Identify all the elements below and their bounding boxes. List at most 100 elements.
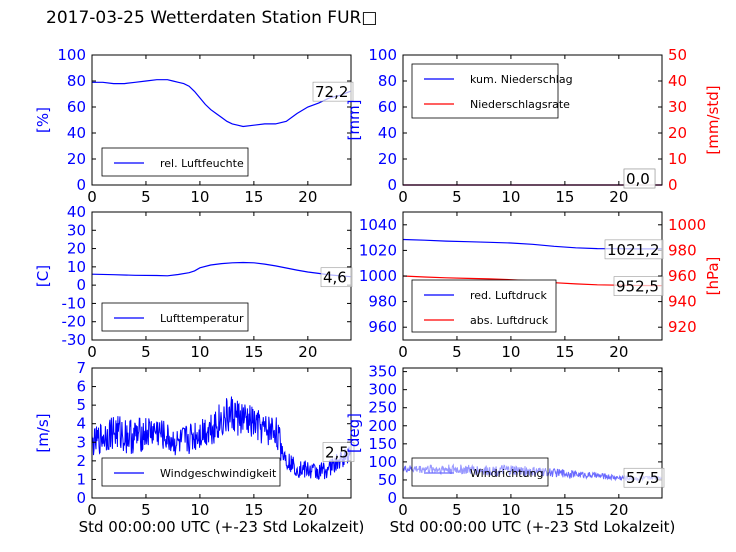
y-tick-label: 100 (368, 453, 397, 471)
x-tick-label: 20 (298, 343, 317, 361)
x-tick-label: 5 (141, 501, 151, 519)
legend-label: abs. Luftdruck (470, 314, 549, 327)
plot-frame (402, 54, 663, 186)
series-line-wind_dir-0 (402, 463, 663, 483)
y-tick-label: 100 (368, 46, 397, 64)
series-line-humidity-0 (92, 79, 352, 128)
x-tick-label: 10 (190, 343, 209, 361)
value-annotation-box (623, 467, 665, 488)
y-tick-label: 300 (368, 381, 397, 399)
y-tick-label: 250 (368, 399, 397, 417)
y-tick-label: 4 (76, 415, 86, 433)
legend-pressure: red. Luftdruck abs. Luftdruck (411, 279, 557, 333)
y-tick-label: 5 (76, 396, 86, 414)
x-tick-label: 15 (244, 188, 263, 206)
y-tick-label: 40 (378, 124, 397, 142)
plot-frame (402, 367, 663, 499)
x-tick-label: 20 (298, 501, 317, 519)
value-annotation: 4,6 (323, 269, 347, 287)
value-annotation-box (604, 239, 664, 260)
legend-box (411, 279, 557, 333)
y-tick-label: 20 (67, 150, 86, 168)
x-tick-label: 0 (87, 501, 97, 519)
legend-box (101, 147, 249, 177)
y-axis-label: [%] (34, 107, 52, 133)
legend-label: Lufttemperatur (160, 312, 244, 325)
y2-tick-label: 20 (668, 124, 687, 142)
y-tick-label: 40 (67, 203, 86, 221)
y-tick-label: 60 (378, 98, 397, 116)
y2-axis-label: [mm/std] (704, 85, 722, 154)
y-tick-label: 0 (76, 489, 86, 507)
value-annotation-box (623, 168, 656, 189)
y2-tick-label: 940 (668, 293, 697, 311)
y-tick-label: 30 (67, 221, 86, 239)
x-tick-label: 0 (398, 188, 408, 206)
value-annotation: 0,0 (626, 170, 650, 188)
y-tick-label: -30 (62, 331, 87, 349)
legend-label: kum. Niederschlag (470, 73, 573, 86)
legend-wind_speed: Windgeschwindigkeit (101, 457, 281, 487)
y-tick-label: 10 (67, 258, 86, 276)
y-axis-label: [mm] (345, 100, 363, 141)
x-tick-label: 10 (501, 343, 520, 361)
y2-tick-label: 960 (668, 267, 697, 285)
panel-pressure: 0 5 10 15 20 960 980 1000 1020 1040 920 940 960 980 10… (359, 211, 722, 361)
x-tick-label: 5 (141, 188, 151, 206)
x-tick-label: 5 (452, 343, 462, 361)
y-axis-label: [deg] (345, 413, 363, 453)
legend-label: Windgeschwindigkeit (160, 467, 277, 480)
y2-tick-label: 0 (668, 176, 678, 194)
y-axis-label: [m/s] (34, 413, 52, 452)
x-tick-label: 0 (87, 343, 97, 361)
x-tick-label: 20 (609, 188, 628, 206)
legend-label: Niederschlagsrate (470, 98, 570, 111)
x-tick-label: 10 (501, 188, 520, 206)
y-tick-label: 20 (378, 150, 397, 168)
y-tick-label: 1020 (359, 241, 397, 259)
x-axis-label: Std 00:00:00 UTC (+-23 Std Lokalzeit) (79, 518, 365, 536)
value-annotation-box (320, 267, 353, 288)
y-tick-label: 60 (67, 98, 86, 116)
value-annotation: 72,2 (315, 83, 348, 101)
legend-box (411, 457, 549, 487)
y-tick-label: 0 (387, 489, 397, 507)
y2-tick-label: 50 (668, 46, 687, 64)
y2-tick-label: 10 (668, 150, 687, 168)
y-tick-label: 2 (76, 452, 86, 470)
y2-tick-label: 920 (668, 318, 697, 336)
x-tick-label: 0 (87, 188, 97, 206)
value-annotation: 57,5 (626, 469, 659, 487)
y-tick-label: 50 (378, 471, 397, 489)
legend-wind_dir: Windrichtung (411, 457, 549, 487)
y2-tick-label: 40 (668, 72, 687, 90)
y-tick-label: 40 (67, 124, 86, 142)
x-tick-label: 20 (609, 343, 628, 361)
plot-frame (91, 367, 352, 499)
x-tick-label: 5 (452, 501, 462, 519)
panel-temperature: 0 5 10 15 20-30-20-10010203040[C]Lufttempera… (34, 203, 353, 361)
y-tick-label: 0 (76, 176, 86, 194)
panel-precip: 0 5 10 15 20 0 20 40 60 80 100 0 10 20 30 40 50 [mm] [mm/s… (345, 46, 722, 206)
x-tick-label: 5 (452, 188, 462, 206)
legend-label: Windrichtung (470, 467, 543, 480)
series-line-wind_speed-0 (91, 396, 352, 481)
value-annotation: 952,5 (616, 278, 659, 296)
panel-humidity: 0 5 10 15 20 0 20 40 60 80 100 [%] rel. Luftfeuchte 7… (34, 46, 354, 206)
y-tick-label: 3 (76, 433, 86, 451)
value-annotation-box (613, 276, 664, 296)
legend-label: rel. Luftfeuchte (160, 157, 244, 170)
x-tick-label: 20 (298, 188, 317, 206)
y-axis-label: [C] (34, 265, 52, 287)
x-tick-label: 15 (555, 188, 574, 206)
legend-box (101, 457, 281, 487)
y2-tick-label: 1000 (668, 216, 706, 234)
x-tick-label: 0 (398, 343, 408, 361)
y-tick-label: -10 (62, 294, 87, 312)
plot-frame (91, 54, 352, 186)
x-tick-label: 5 (141, 343, 151, 361)
y-tick-label: 200 (368, 417, 397, 435)
y-tick-label: 150 (368, 435, 397, 453)
